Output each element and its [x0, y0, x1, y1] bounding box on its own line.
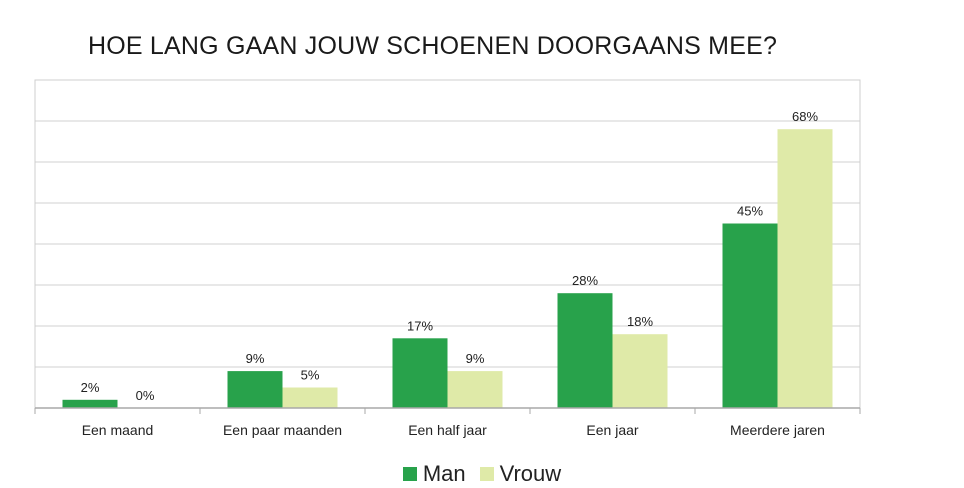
bar-man-3 — [392, 338, 448, 408]
value-label-man-1: 2% — [81, 380, 100, 395]
value-label-vrouw-1: 0% — [136, 388, 155, 403]
category-label: Een paar maanden — [223, 422, 342, 438]
category-label: Meerdere jaren — [730, 422, 825, 438]
legend-item-man: Man — [402, 461, 466, 487]
bar-vrouw-5 — [777, 129, 833, 408]
chart-title: HOE LANG GAAN JOUW SCHOENEN DOORGAANS ME… — [88, 32, 778, 60]
gridlines — [35, 120, 860, 368]
value-label-man-5: 45% — [737, 204, 763, 219]
value-labels: 2% 0% 9% 5% 17% 9% 28% 18% 45% 68% — [81, 109, 819, 403]
value-label-vrouw-3: 9% — [466, 351, 485, 366]
value-label-man-3: 17% — [407, 318, 433, 333]
bar-chart: 2% 0% 9% 5% 17% 9% 28% 18% 45% 68% Een maand Een p… — [34, 79, 861, 438]
value-label-vrouw-2: 5% — [301, 368, 320, 383]
plot-frame — [34, 79, 861, 414]
value-label-vrouw-4: 18% — [627, 314, 653, 329]
value-label-man-2: 9% — [246, 351, 265, 366]
bars — [62, 129, 833, 408]
category-label: Een half jaar — [408, 422, 487, 438]
legend-label-vrouw: Vrouw — [499, 461, 562, 486]
category-label: Een jaar — [586, 422, 638, 438]
value-label-man-4: 28% — [572, 273, 598, 288]
category-label: Een maand — [82, 422, 154, 438]
bar-man-5 — [722, 223, 778, 408]
legend-label-man: Man — [422, 461, 466, 486]
bar-vrouw-3 — [447, 371, 503, 408]
bar-man-2 — [227, 371, 283, 408]
value-label-vrouw-5: 68% — [792, 109, 818, 124]
legend-item-vrouw: Vrouw — [479, 461, 562, 487]
category-labels: Een maand Een paar maanden Een half jaar Ee… — [82, 422, 825, 438]
bar-man-4 — [557, 293, 613, 408]
legend-swatch-man — [402, 467, 417, 481]
bar-man-1 — [62, 399, 118, 408]
bar-vrouw-2 — [282, 387, 338, 408]
bar-vrouw-4 — [612, 334, 668, 408]
legend: Man Vrouw — [0, 461, 964, 487]
legend-swatch-vrouw — [479, 467, 494, 481]
